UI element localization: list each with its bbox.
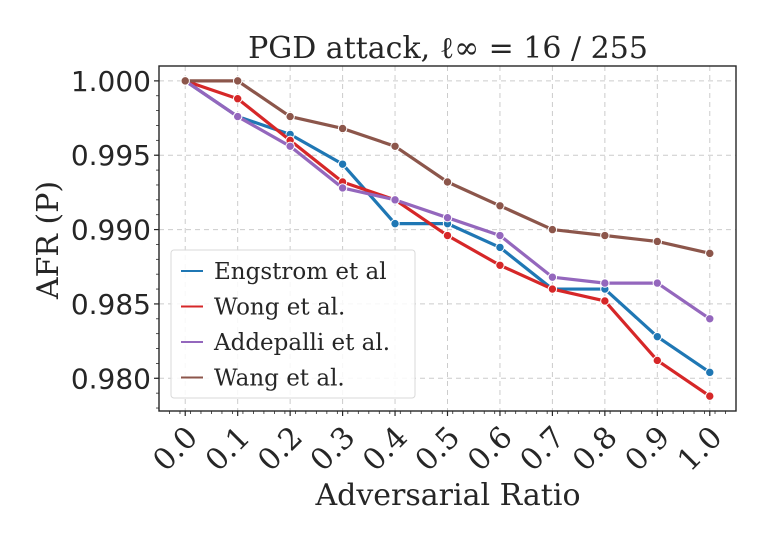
data-point-1-1 bbox=[232, 94, 243, 104]
data-point-3-7 bbox=[547, 224, 558, 235]
x-tick-label-8: 0.8 bbox=[566, 420, 624, 478]
data-point-0-9 bbox=[652, 331, 663, 342]
data-point-2-4 bbox=[390, 195, 400, 205]
data-point-1-10 bbox=[705, 391, 715, 401]
data-point-1-9 bbox=[652, 355, 663, 366]
legend-label-1: Wong et al. bbox=[214, 295, 345, 321]
x-tick-label-6: 0.6 bbox=[461, 420, 519, 478]
series-2 bbox=[180, 76, 715, 324]
data-point-2-9 bbox=[652, 278, 663, 288]
data-point-0-3 bbox=[337, 159, 348, 169]
y-tick-label-2: 0.990 bbox=[71, 214, 151, 247]
chart-text: PGD attack, ℓ∞ = 16 / 255 Adversarial Ra… bbox=[31, 31, 648, 513]
data-point-1-7 bbox=[547, 284, 558, 294]
x-tick-label-9: 0.9 bbox=[618, 420, 676, 478]
x-axis-label: Adversarial Ratio bbox=[314, 478, 580, 513]
legend-label-0: Engstrom et al bbox=[214, 259, 387, 285]
chart-title: PGD attack, ℓ∞ = 16 / 255 bbox=[248, 31, 648, 66]
data-point-3-4 bbox=[390, 141, 400, 152]
series-lines bbox=[180, 76, 715, 401]
data-point-2-5 bbox=[442, 212, 453, 223]
x-tick-label-7: 0.7 bbox=[514, 420, 572, 478]
data-point-2-8 bbox=[600, 278, 610, 288]
data-point-3-0 bbox=[180, 76, 190, 86]
x-tick-label-4: 0.4 bbox=[356, 420, 414, 478]
data-point-3-2 bbox=[285, 111, 295, 122]
y-tick-label-0: 0.980 bbox=[71, 362, 151, 395]
y-axis-label: AFR (P) bbox=[31, 181, 66, 300]
x-tick-label-3: 0.3 bbox=[304, 420, 362, 478]
legend-label-3: Wang et al. bbox=[214, 366, 345, 392]
data-point-3-1 bbox=[232, 76, 243, 86]
data-point-3-10 bbox=[705, 248, 715, 259]
data-point-2-7 bbox=[547, 272, 558, 282]
y-tick-label-4: 1.000 bbox=[71, 65, 151, 98]
data-point-3-9 bbox=[652, 236, 663, 247]
data-point-2-6 bbox=[495, 230, 505, 241]
data-point-1-5 bbox=[442, 230, 453, 241]
series-3 bbox=[180, 76, 715, 259]
x-tick-label-10: 1.0 bbox=[671, 420, 729, 478]
data-point-0-10 bbox=[705, 367, 715, 378]
data-point-2-1 bbox=[232, 111, 243, 122]
data-point-1-6 bbox=[495, 260, 505, 270]
data-point-3-3 bbox=[337, 123, 348, 134]
legend-box bbox=[170, 249, 416, 399]
data-point-2-3 bbox=[337, 183, 348, 193]
y-tick-label-3: 0.995 bbox=[71, 139, 151, 172]
x-tick-label-2: 0.2 bbox=[251, 420, 309, 478]
data-point-1-8 bbox=[600, 296, 610, 306]
y-tick-label-1: 0.985 bbox=[71, 288, 151, 321]
x-tick-label-0: 0.0 bbox=[146, 420, 204, 478]
data-point-3-5 bbox=[442, 177, 453, 187]
x-tick-label-1: 0.1 bbox=[199, 420, 257, 478]
data-point-3-8 bbox=[600, 230, 610, 241]
data-point-3-6 bbox=[495, 201, 505, 211]
data-point-0-4 bbox=[390, 218, 400, 229]
x-tick-label-5: 0.5 bbox=[409, 420, 467, 478]
data-point-0-6 bbox=[495, 242, 505, 253]
data-point-2-10 bbox=[705, 314, 715, 324]
legend: Engstrom et al Wong et al. Addepalli et al… bbox=[170, 249, 416, 399]
data-point-2-2 bbox=[285, 141, 295, 152]
legend-label-2: Addepalli et al. bbox=[213, 330, 390, 356]
